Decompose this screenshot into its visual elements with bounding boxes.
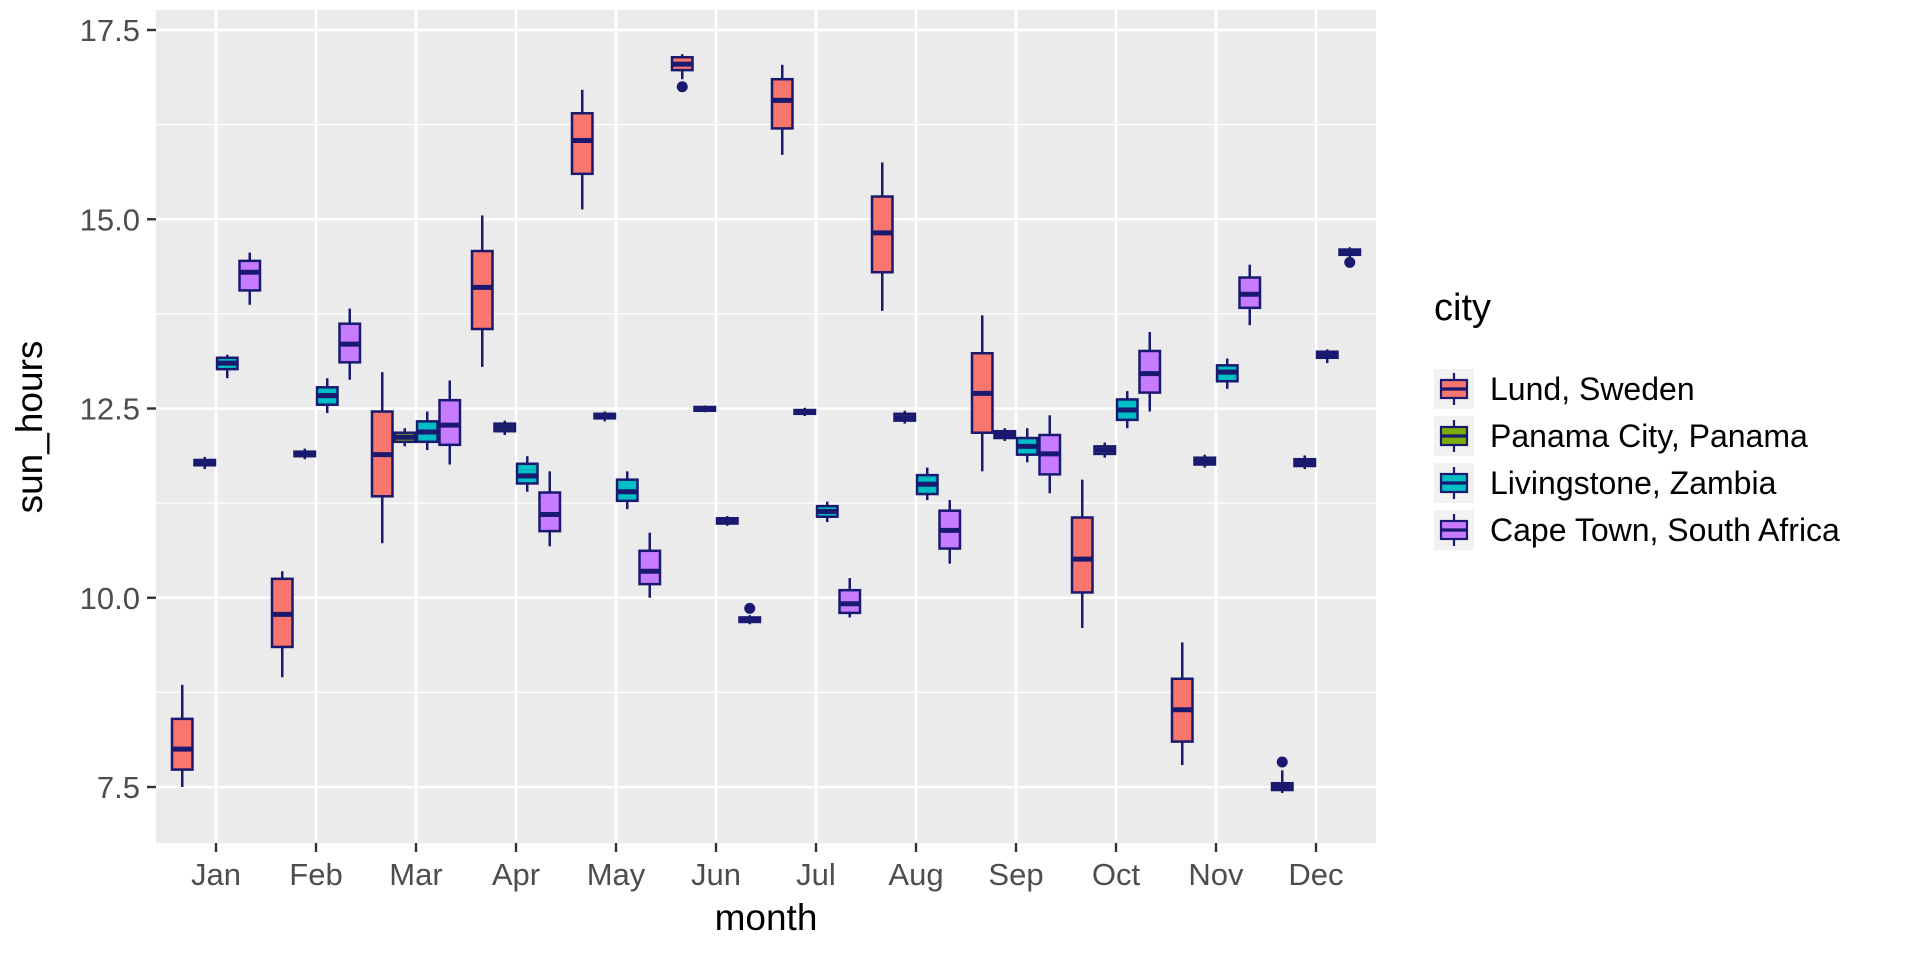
boxplot-livingstone-jan (215, 354, 239, 379)
boxplot-livingstone-may (615, 471, 639, 510)
legend-item-label: Panama City, Panama (1490, 418, 1808, 454)
boxplot-cape-town-feb (338, 308, 362, 380)
boxplot-lund-oct (1070, 479, 1094, 629)
box-iqr (238, 259, 262, 292)
boxplot-panama-city-jul (793, 407, 817, 417)
boxplot-cape-town-jun (738, 602, 762, 625)
boxplot-livingstone-jul (815, 501, 839, 523)
x-tick-label: Jan (191, 857, 241, 892)
legend-item-label: Cape Town, South Africa (1490, 512, 1840, 548)
legend-item: Lund, Sweden (1434, 369, 1695, 409)
boxplot-livingstone-nov (1215, 358, 1239, 389)
box-iqr (470, 249, 494, 331)
boxplot-panama-city-oct (1093, 442, 1117, 458)
x-tick-label: Feb (289, 857, 342, 892)
legend-item: Cape Town, South Africa (1434, 510, 1840, 550)
boxplot-cape-town-jul (838, 578, 862, 618)
outlier-point (1344, 256, 1356, 268)
box-iqr (638, 549, 662, 586)
boxplot-lund-sep (970, 315, 994, 472)
boxplot-lund-nov (1170, 642, 1194, 766)
x-tick-label: Jul (796, 857, 836, 892)
boxplot-livingstone-apr (515, 456, 539, 492)
legend-item-label: Livingstone, Zambia (1490, 465, 1777, 501)
boxplot-panama-city-sep (993, 428, 1017, 442)
box-iqr (570, 112, 594, 176)
boxplot-lund-jun (670, 54, 694, 93)
y-tick-label: 10.0 (80, 581, 140, 616)
box-iqr (1070, 516, 1094, 594)
x-tick-label: Aug (888, 857, 943, 892)
boxplot-panama-city-apr (493, 420, 517, 435)
x-tick-label: Jun (691, 857, 741, 892)
x-tick-label: Mar (389, 857, 442, 892)
box-iqr (438, 398, 462, 447)
x-tick-label: Sep (988, 857, 1043, 892)
x-tick-label: Apr (492, 857, 540, 892)
gridlines (156, 10, 1376, 843)
legend-item: Livingstone, Zambia (1434, 463, 1777, 503)
outlier-point (676, 81, 688, 93)
boxplot-cape-town-nov (1238, 264, 1262, 326)
boxplot-panama-city-nov (1193, 454, 1217, 468)
boxplot-livingstone-oct (1115, 391, 1139, 429)
boxplots (170, 54, 1362, 794)
boxplot-cape-town-sep (1038, 415, 1062, 494)
x-tick-label: May (587, 857, 646, 892)
y-tick-label: 17.5 (80, 13, 140, 48)
boxplot-lund-mar (370, 372, 394, 544)
boxplot-panama-city-dec (1293, 455, 1317, 470)
y-tick-label: 7.5 (97, 770, 140, 805)
box-iqr (170, 717, 194, 771)
outlier-point (744, 602, 756, 614)
x-tick-label: Nov (1188, 857, 1244, 892)
boxplot-lund-feb (270, 571, 294, 678)
box-iqr (770, 77, 794, 130)
boxplot-lund-jul (770, 64, 794, 155)
boxplot-livingstone-jun (715, 515, 739, 526)
boxplot-lund-apr (470, 215, 494, 367)
boxplot-livingstone-mar (415, 411, 439, 451)
boxplot-cape-town-aug (938, 500, 962, 564)
boxplot-panama-city-jan (193, 456, 217, 470)
boxplot-lund-may (570, 89, 594, 210)
axis-labels: 7.5 10.0 12.5 15.0 17.5 Jan Feb Mar Apr May Jun Jul… (80, 13, 1344, 892)
legend-item: Panama City, Panama (1434, 416, 1808, 456)
boxplot-lund-dec (1270, 756, 1294, 794)
legend-item-label: Lund, Sweden (1490, 371, 1695, 407)
boxplot-livingstone-sep (1015, 428, 1039, 463)
x-tick-label: Dec (1288, 857, 1343, 892)
boxplot-cape-town-jan (238, 252, 262, 305)
legend-title: city (1434, 287, 1491, 329)
boxplot-lund-jan (170, 684, 194, 787)
boxplot-lund-aug (870, 162, 894, 311)
y-tick-label: 12.5 (80, 392, 140, 427)
y-axis-title: sun_hours (9, 341, 50, 514)
box-iqr (538, 491, 562, 533)
boxplot-livingstone-feb (315, 378, 339, 414)
boxplot-cape-town-mar (438, 380, 462, 465)
boxplot-livingstone-dec (1315, 349, 1339, 364)
boxplot-cape-town-may (638, 532, 662, 598)
legend: city Lund, Sweden Panama City, Panama Livi… (1434, 287, 1840, 550)
boxplot-panama-city-may (593, 411, 617, 422)
boxplot-livingstone-aug (915, 467, 939, 501)
boxplot-panama-city-mar (393, 428, 417, 447)
x-tick-label: Oct (1092, 857, 1141, 892)
boxplot-panama-city-aug (893, 410, 917, 424)
axis-ticks (147, 28, 1318, 852)
boxplot-panama-city-jun (693, 405, 717, 413)
y-tick-label: 15.0 (80, 202, 140, 237)
outlier-point (1276, 756, 1288, 768)
boxplot-panama-city-feb (293, 448, 317, 460)
boxplot-cape-town-oct (1138, 332, 1162, 412)
x-axis-title: month (715, 897, 818, 938)
boxplot-cape-town-dec (1338, 247, 1362, 268)
boxplot-cape-town-apr (538, 471, 562, 547)
